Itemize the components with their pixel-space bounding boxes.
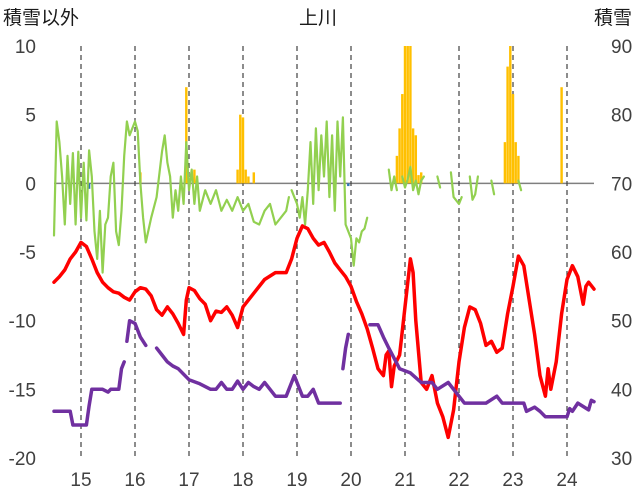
x-tick-label: 24 <box>556 470 578 491</box>
x-tick-label: 15 <box>70 470 91 491</box>
x-tick-label: 23 <box>502 470 523 491</box>
orange-bar <box>409 46 412 184</box>
green-series-line <box>401 165 425 196</box>
orange-bar <box>517 155 520 184</box>
left-tick-label: -5 <box>19 243 36 264</box>
x-tick-label: 20 <box>340 470 361 491</box>
green-series-line <box>290 116 369 267</box>
green-series-line <box>517 179 523 192</box>
bar-layer <box>87 46 563 189</box>
purple-series-line <box>154 346 342 405</box>
purple-series-line <box>52 360 126 427</box>
right-tick-label: 90 <box>611 37 632 58</box>
orange-bar <box>236 169 239 184</box>
left-tick-label: 0 <box>25 174 36 195</box>
x-tick-label: 17 <box>178 470 199 491</box>
right-tick-label: 80 <box>611 106 632 127</box>
orange-bar <box>241 117 245 184</box>
blue-bar <box>347 183 350 187</box>
orange-bar <box>506 66 509 184</box>
purple-series-line <box>368 323 596 419</box>
right-tick-label: 60 <box>611 243 632 264</box>
orange-bar <box>395 155 399 184</box>
orange-bar <box>247 176 250 184</box>
left-axis-label: 積雪以外 <box>3 7 79 29</box>
left-tick-label: 5 <box>25 106 36 127</box>
green-series-line <box>387 168 398 192</box>
orange-bar <box>403 46 407 184</box>
orange-bar <box>239 114 242 184</box>
x-tick-label: 22 <box>448 470 469 491</box>
orange-bar <box>406 46 409 184</box>
orange-bar <box>414 135 418 184</box>
orange-bar <box>419 172 423 184</box>
orange-bar <box>511 94 515 184</box>
orange-bar <box>185 87 188 184</box>
orange-bar <box>193 169 196 184</box>
orange-bar <box>509 46 512 184</box>
right-tick-label: 40 <box>611 380 632 401</box>
x-tick-label: 16 <box>124 470 145 491</box>
orange-bar <box>514 142 517 184</box>
x-tick-label: 19 <box>286 470 307 491</box>
right-tick-label: 30 <box>611 449 632 470</box>
blue-bar <box>87 183 91 189</box>
line-layer <box>52 116 596 440</box>
left-tick-label: -10 <box>9 312 36 333</box>
orange-bar <box>503 142 507 184</box>
left-tick-label: -15 <box>9 380 36 401</box>
orange-bar <box>398 128 401 184</box>
orange-bar <box>560 87 563 184</box>
right-tick-label: 50 <box>611 312 632 333</box>
orange-bar <box>401 94 404 184</box>
green-series-line <box>449 171 463 205</box>
red-series-line <box>52 224 596 440</box>
purple-series-line <box>125 318 148 348</box>
green-series-line <box>436 175 442 189</box>
green-series-line <box>490 179 496 196</box>
orange-bar <box>252 172 256 184</box>
orange-bar <box>411 128 415 184</box>
green-series-line <box>468 175 479 201</box>
x-tick-label: 18 <box>232 470 253 491</box>
green-series-line <box>52 120 290 274</box>
right-axis-label: 積雪 <box>594 7 632 29</box>
orange-bar <box>417 175 420 184</box>
chart-title: 上川 <box>299 7 337 29</box>
left-tick-label: -20 <box>9 449 36 470</box>
right-tick-label: 70 <box>611 174 632 195</box>
orange-bar <box>244 169 247 184</box>
tick-labels: 15 16 17 18 19 20 21 22 23 241050-5-10-15-2090807… <box>9 37 633 491</box>
x-tick-label: 21 <box>394 470 415 491</box>
left-tick-label: 10 <box>15 37 36 58</box>
purple-series-line <box>341 332 351 371</box>
